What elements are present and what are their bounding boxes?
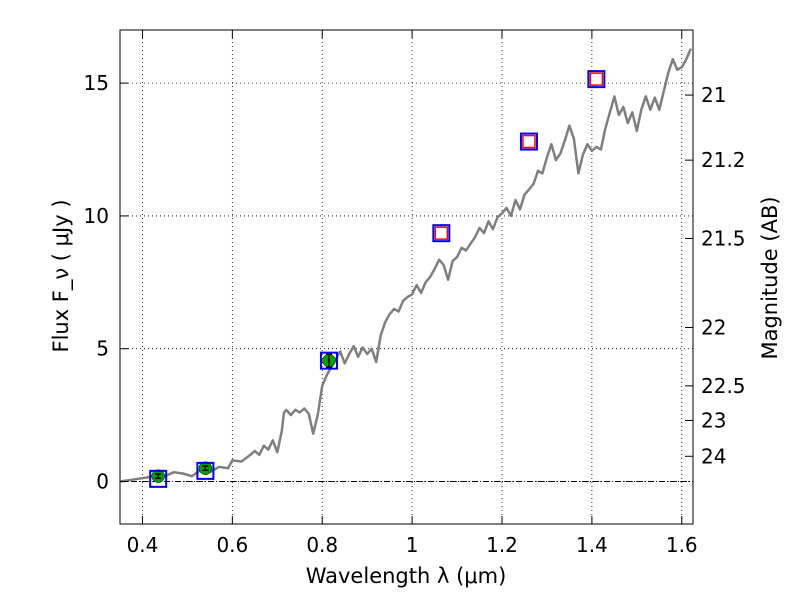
model-flux-square: [149, 469, 168, 488]
y-tick-label: 10: [84, 204, 109, 228]
right-tick-label: 22.5: [701, 374, 746, 398]
x-tick-label: 1.4: [576, 533, 608, 557]
model-flux-square: [196, 461, 215, 480]
model-flux-square: [587, 70, 606, 89]
x-tick-label: 1.2: [486, 533, 518, 557]
right-tick-label: 21.2: [701, 148, 746, 172]
axis-ticks: 0.4 0.6 0.8 1 1.2 1.4 1.6 0 5 10 15 21 21.2 21.5 22 22.…: [84, 30, 746, 557]
model-flux-square: [432, 224, 451, 243]
right-tick-label: 21: [701, 83, 726, 107]
grid-lines: [120, 30, 693, 524]
right-tick-label: 21.5: [701, 226, 746, 250]
y-axis-label: Flux F_ν ( μJy ): [49, 199, 74, 352]
spectrum-line: [119, 48, 692, 483]
model-flux-square: [319, 351, 338, 370]
upper-limit-square: [434, 226, 449, 240]
right-tick-label: 22: [701, 315, 726, 339]
x-tick-label: 0.6: [216, 533, 248, 557]
plot-frame: [119, 29, 694, 525]
right-tick-label: 23: [701, 408, 726, 432]
x-tick-label: 1: [406, 533, 419, 557]
upper-limit-square: [589, 72, 604, 86]
right-axis-label: Magnitude (AB): [758, 196, 782, 359]
x-tick-label: 0.8: [306, 533, 338, 557]
model-flux-square: [519, 132, 538, 151]
right-tick-label: 24: [701, 444, 726, 468]
series-layer: [119, 48, 692, 488]
y-tick-label: 15: [84, 71, 109, 95]
x-tick-label: 0.4: [127, 533, 159, 557]
y-tick-label: 5: [96, 337, 109, 361]
upper-limit-square: [522, 134, 536, 149]
x-tick-label: 1.6: [666, 533, 698, 557]
y-tick-label: 0: [96, 470, 109, 494]
x-axis-label: Wavelength λ (μm): [306, 564, 507, 588]
